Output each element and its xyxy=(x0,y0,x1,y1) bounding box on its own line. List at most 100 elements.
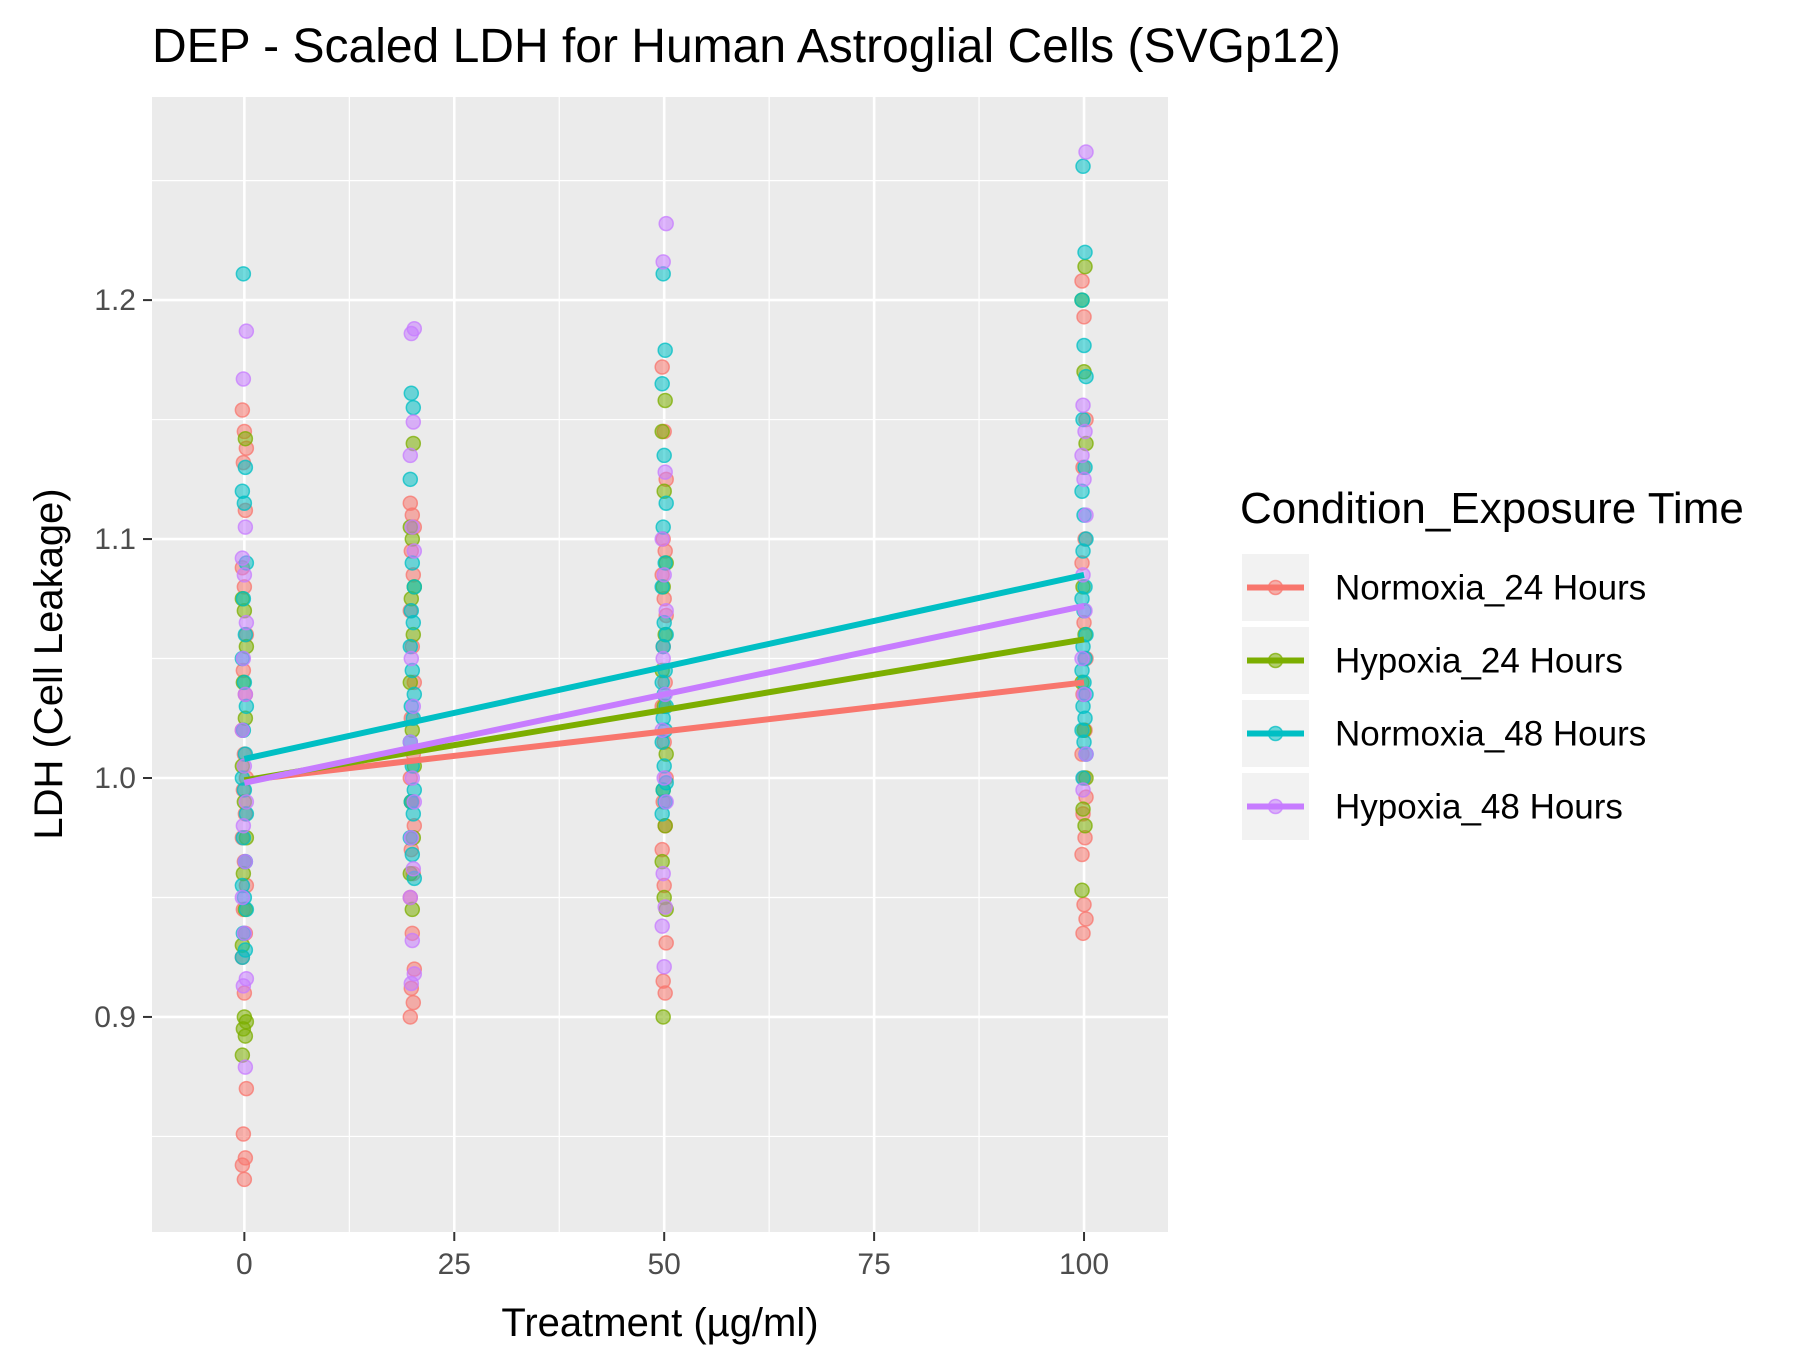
data-point xyxy=(654,375,670,392)
x-tick-label: 75 xyxy=(857,1248,890,1281)
data-point xyxy=(402,889,419,906)
data-point xyxy=(238,1080,255,1097)
data-point xyxy=(238,323,255,339)
data-point xyxy=(236,495,253,511)
data-point xyxy=(1077,244,1093,261)
series-fit-line xyxy=(243,636,1085,784)
data-point xyxy=(655,1009,671,1025)
data-point xyxy=(236,1171,253,1188)
data-point xyxy=(402,447,419,464)
data-point xyxy=(1076,309,1092,325)
series-points xyxy=(234,144,1094,1075)
y-tick-label: 0.9 xyxy=(94,1001,136,1034)
x-tick-label: 100 xyxy=(1059,1248,1109,1281)
data-point xyxy=(237,459,254,476)
data-point xyxy=(405,614,422,631)
data-point xyxy=(235,266,252,282)
legend-label: Normoxia_48 Hours xyxy=(1335,715,1646,754)
legend-label: Hypoxia_48 Hours xyxy=(1335,788,1623,827)
data-point xyxy=(1074,273,1090,289)
data-point xyxy=(235,978,252,994)
points-layer xyxy=(234,144,1094,1188)
y-tick-label: 1.1 xyxy=(94,523,136,556)
data-point xyxy=(237,1059,254,1075)
data-point xyxy=(656,567,672,583)
legend-items: Normoxia_24 Hours Hypoxia_24 Hours Normoxi… xyxy=(1242,554,1646,840)
data-point xyxy=(1074,292,1090,308)
data-point xyxy=(1075,925,1091,942)
data-point xyxy=(402,471,419,488)
data-point xyxy=(235,371,252,387)
legend-key-point xyxy=(1267,725,1284,742)
data-point xyxy=(654,918,670,934)
series-fit-line xyxy=(243,603,1085,786)
data-point xyxy=(235,591,252,607)
data-point xyxy=(403,829,420,846)
data-point xyxy=(235,1126,252,1142)
data-point xyxy=(1078,144,1094,160)
data-point xyxy=(237,430,254,447)
data-point xyxy=(657,342,673,359)
data-point xyxy=(655,254,671,270)
y-tick-label: 1.2 xyxy=(94,284,136,317)
data-point xyxy=(237,1028,254,1044)
legend-item: Normoxia_24 Hours xyxy=(1242,554,1646,621)
data-point xyxy=(405,861,422,877)
legend-label: Hypoxia_24 Hours xyxy=(1335,642,1623,681)
data-point xyxy=(1074,882,1090,899)
data-point xyxy=(406,579,423,595)
data-point xyxy=(654,423,670,440)
data-point xyxy=(405,414,422,430)
data-point xyxy=(235,818,252,834)
fit-lines xyxy=(243,571,1085,786)
data-point xyxy=(1078,368,1094,385)
y-tick-label: 1.0 xyxy=(94,762,136,795)
data-point xyxy=(236,567,253,583)
legend-key-point xyxy=(1267,798,1284,815)
data-point xyxy=(237,519,254,535)
legend-item: Hypoxia_24 Hours xyxy=(1242,627,1623,694)
data-point xyxy=(658,495,674,511)
data-point xyxy=(236,758,253,774)
data-point xyxy=(403,650,420,667)
data-point xyxy=(402,1009,419,1025)
data-point xyxy=(404,846,421,863)
data-point xyxy=(234,949,251,965)
data-point xyxy=(236,925,253,942)
data-point xyxy=(237,853,254,870)
data-point xyxy=(234,402,251,418)
data-point xyxy=(1077,423,1093,440)
data-point xyxy=(1075,397,1091,413)
data-point xyxy=(657,392,673,409)
data-point xyxy=(404,519,421,535)
axis-ticks: 0 25 50 75 100 0.9 1.0 1.1 1.2 xyxy=(94,284,1109,1281)
x-axis-title: Treatment (µg/ml) xyxy=(501,1301,818,1345)
data-point xyxy=(656,959,672,975)
data-point xyxy=(1077,818,1093,834)
series-fit-line xyxy=(243,571,1085,762)
legend-label: Normoxia_24 Hours xyxy=(1335,569,1646,608)
data-point xyxy=(404,932,421,949)
data-point xyxy=(1076,686,1092,703)
x-tick-label: 50 xyxy=(648,1248,681,1281)
data-point xyxy=(656,770,672,786)
legend-item: Hypoxia_48 Hours xyxy=(1242,773,1623,840)
data-point xyxy=(1075,543,1091,559)
data-point xyxy=(654,359,670,375)
data-point xyxy=(403,385,420,402)
data-point xyxy=(658,794,674,810)
data-point xyxy=(1078,746,1094,762)
data-point xyxy=(1076,896,1092,913)
series-fit-line xyxy=(244,679,1085,784)
data-point xyxy=(658,215,674,232)
data-point xyxy=(1077,258,1093,275)
data-point xyxy=(403,975,420,992)
data-point xyxy=(1074,650,1090,667)
data-point xyxy=(657,899,673,915)
data-point xyxy=(234,550,251,566)
data-point xyxy=(406,794,423,810)
data-point xyxy=(657,985,673,1001)
data-point xyxy=(1078,507,1094,523)
data-point xyxy=(656,447,672,464)
